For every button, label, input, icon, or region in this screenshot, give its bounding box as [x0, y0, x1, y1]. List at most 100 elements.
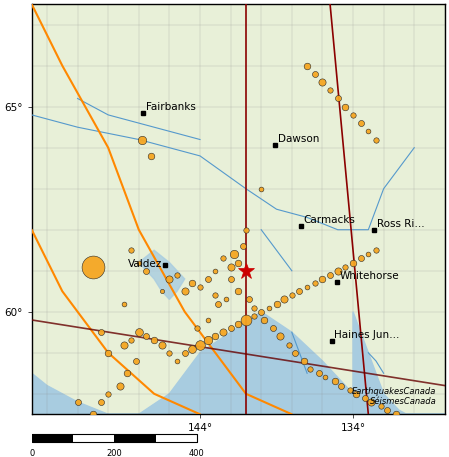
Point [377, 403, 384, 410]
Point [265, 304, 273, 311]
Point [342, 103, 349, 110]
Point [181, 349, 188, 356]
Point [296, 287, 303, 295]
Point [227, 275, 234, 282]
Point [105, 349, 112, 356]
Point [147, 152, 154, 159]
Point [270, 324, 277, 332]
Point [349, 111, 357, 118]
Point [105, 390, 112, 398]
Point [143, 333, 150, 340]
Point [346, 386, 353, 393]
Point [204, 337, 211, 344]
Point [326, 271, 334, 278]
Point [352, 390, 360, 398]
Point [258, 308, 265, 315]
Point [123, 370, 130, 377]
Point [326, 87, 334, 94]
Point [311, 70, 318, 78]
Point [135, 259, 142, 266]
Point [304, 283, 311, 291]
Point [181, 287, 188, 295]
Point [227, 324, 234, 332]
Point [189, 345, 196, 352]
Point [173, 271, 180, 278]
Point [311, 279, 318, 287]
Point [258, 185, 265, 192]
Point [189, 279, 196, 287]
Point [319, 275, 326, 282]
Point [383, 407, 390, 414]
Point [349, 259, 357, 266]
Point [158, 287, 165, 295]
Point [372, 247, 379, 254]
Point [158, 341, 165, 348]
Point [230, 251, 237, 258]
Point [288, 292, 295, 299]
Point [135, 329, 142, 336]
Point [97, 329, 104, 336]
Point [166, 349, 173, 356]
Point [97, 399, 104, 406]
Point [220, 255, 227, 262]
Point [138, 136, 145, 143]
Point [372, 136, 379, 143]
Text: Valdez: Valdez [128, 259, 162, 269]
Point [334, 95, 341, 102]
Polygon shape [32, 312, 445, 414]
Point [132, 357, 139, 365]
Point [365, 128, 372, 135]
Point [357, 255, 364, 262]
Point [331, 378, 338, 385]
Point [250, 304, 257, 311]
Point [212, 333, 219, 340]
Point [117, 382, 124, 389]
Point [128, 337, 135, 344]
Point [316, 370, 323, 377]
Point [365, 251, 372, 258]
Point [291, 349, 299, 356]
Point [242, 316, 250, 324]
Point [128, 247, 135, 254]
Point [235, 287, 242, 295]
Point [196, 341, 203, 348]
Point [242, 226, 250, 234]
Text: Haines Jun…: Haines Jun… [335, 330, 400, 340]
Point [334, 267, 341, 274]
Point [362, 394, 369, 402]
Point [368, 399, 375, 406]
Point [239, 243, 247, 250]
Point [276, 333, 283, 340]
Polygon shape [353, 312, 445, 414]
Point [212, 292, 219, 299]
Point [212, 267, 219, 274]
Point [319, 79, 326, 86]
Point [342, 263, 349, 270]
Polygon shape [139, 250, 185, 299]
Point [250, 312, 257, 319]
Point [74, 399, 81, 406]
Point [246, 296, 253, 303]
Point [222, 296, 229, 303]
Text: Carmacks: Carmacks [304, 215, 356, 225]
Point [235, 259, 242, 266]
Point [120, 341, 127, 348]
Point [196, 283, 203, 291]
Point [150, 337, 158, 344]
Point [235, 320, 242, 328]
Text: Whitehorse: Whitehorse [340, 271, 399, 281]
Point [285, 341, 292, 348]
Point [204, 316, 211, 324]
Point [273, 300, 280, 307]
FancyBboxPatch shape [32, 4, 445, 414]
Point [261, 316, 268, 324]
Point [215, 300, 222, 307]
Point [227, 263, 234, 270]
Point [337, 382, 344, 389]
Point [89, 263, 97, 270]
Point [89, 411, 97, 418]
Point [120, 300, 127, 307]
Text: Dawson: Dawson [278, 134, 319, 144]
Point [220, 329, 227, 336]
Point [300, 357, 308, 365]
